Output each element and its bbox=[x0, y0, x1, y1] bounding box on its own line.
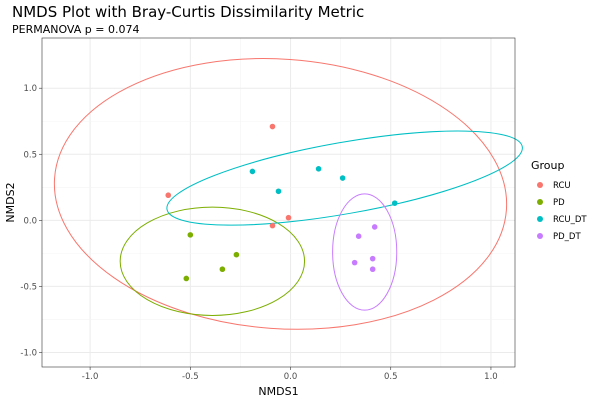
y-tick-label: 0.5 bbox=[23, 150, 37, 160]
ellipses bbox=[53, 58, 523, 330]
legend-label-pd-dt: PD_DT bbox=[553, 232, 581, 242]
point-rcu-dt bbox=[391, 200, 398, 206]
point-rcu-dt bbox=[249, 168, 256, 175]
ellipse-rcu-dt bbox=[166, 130, 523, 226]
ellipse-pd-dt bbox=[332, 193, 398, 311]
legend-items: RCU PD RCU_DT PD_DT bbox=[537, 181, 587, 242]
point-pd bbox=[219, 266, 226, 273]
y-tick-label: 0.0 bbox=[23, 216, 37, 226]
legend-label-rcu: RCU bbox=[553, 181, 571, 191]
point-pd-dt bbox=[369, 266, 376, 273]
point-rcu-dt bbox=[339, 175, 346, 181]
chart-subtitle: PERMANOVA p = 0.074 bbox=[12, 23, 139, 36]
legend-label-pd: PD bbox=[553, 198, 565, 208]
y-tick-label: -0.5 bbox=[20, 282, 37, 292]
y-axis-title: NMDS2 bbox=[4, 182, 17, 222]
point-pd-dt bbox=[355, 233, 362, 239]
x-tick-label: 0.0 bbox=[284, 372, 298, 382]
point-rcu-dt bbox=[315, 166, 322, 172]
legend-label-rcu-dt: RCU_DT bbox=[553, 215, 587, 225]
x-tick-label: -0.5 bbox=[182, 372, 199, 382]
y-tick-label: -1.0 bbox=[20, 348, 37, 358]
x-axis-title: NMDS1 bbox=[258, 385, 298, 398]
point-pd bbox=[233, 251, 240, 258]
points bbox=[165, 123, 398, 282]
legend-title: Group bbox=[531, 159, 565, 172]
ellipse-rcu bbox=[53, 58, 508, 330]
legend-key-pd bbox=[537, 199, 543, 205]
legend-key-pd-dt bbox=[537, 233, 543, 239]
x-tick-label: 0.5 bbox=[384, 372, 398, 382]
panel-border bbox=[41, 37, 516, 368]
axis-ticks: -1.0 -0.5 0.0 0.5 1.0 -1.0 -0.5 0.0 0.5 1.0 bbox=[20, 84, 497, 382]
x-tick-label: 1.0 bbox=[484, 372, 498, 382]
x-tick-label: -1.0 bbox=[82, 372, 99, 382]
point-rcu bbox=[285, 214, 292, 221]
point-rcu bbox=[269, 222, 276, 229]
point-pd bbox=[187, 232, 194, 238]
point-rcu bbox=[165, 192, 172, 199]
legend-key-rcu-dt bbox=[537, 216, 543, 222]
chart-title: NMDS Plot with Bray-Curtis Dissimilarity… bbox=[12, 3, 364, 21]
point-rcu-dt bbox=[275, 188, 282, 195]
legend: Group RCU PD RCU_DT PD_DT bbox=[531, 159, 587, 242]
y-tick-label: 1.0 bbox=[23, 84, 37, 94]
point-pd-dt bbox=[371, 224, 378, 230]
grid bbox=[42, 38, 515, 367]
point-rcu bbox=[269, 123, 276, 130]
ellipse-pd bbox=[119, 206, 306, 316]
legend-key-rcu bbox=[537, 182, 543, 188]
point-pd-dt bbox=[351, 259, 358, 266]
point-pd-dt bbox=[369, 255, 376, 262]
point-pd bbox=[183, 275, 190, 282]
